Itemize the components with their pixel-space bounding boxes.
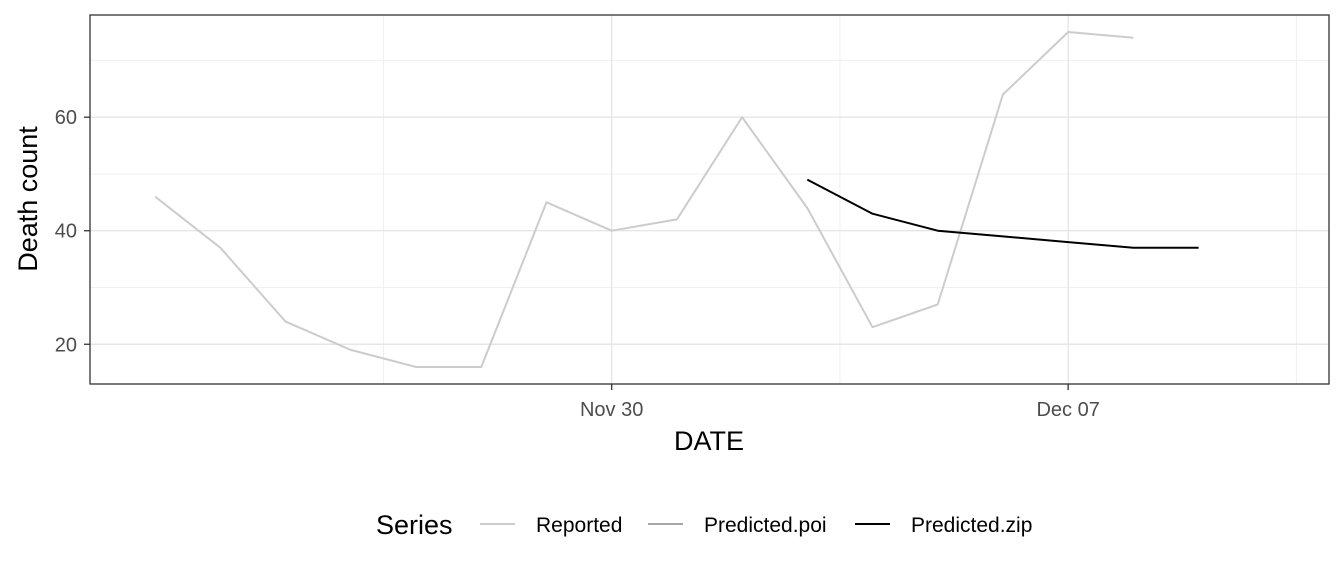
y-tick-label: 20 (55, 334, 77, 356)
plot-background (90, 15, 1329, 384)
plot-border (89, 14, 1330, 385)
legend: Series Reported Predicted.poi Predicted.zi… (376, 510, 1032, 540)
legend-item: Reported (480, 514, 622, 537)
y-tick-label: 40 (55, 221, 77, 243)
y-axis: 20 40 60 (55, 107, 90, 356)
legend-label: Predicted.poi (704, 514, 827, 537)
x-tick-label: Dec 07 (1036, 399, 1099, 421)
series-line-reported (154, 31, 1134, 368)
major-gridlines (90, 15, 1329, 384)
legend-label: Reported (536, 514, 622, 537)
legend-items: Reported Predicted.poi Predicted.zip (480, 514, 1032, 537)
legend-item: Predicted.zip (855, 514, 1032, 537)
y-axis-title: Death count (13, 126, 43, 272)
legend-label: Predicted.zip (911, 514, 1032, 537)
legend-item: Predicted.poi (648, 514, 827, 537)
minor-gridlines (90, 15, 1329, 384)
series-lines (154, 31, 1199, 368)
series-line-predicted-zip (806, 178, 1199, 249)
x-tick-label: Nov 30 (580, 399, 643, 421)
x-axis: Nov 30 Dec 07 (580, 384, 1100, 421)
legend-title: Series (376, 510, 453, 540)
y-tick-label: 60 (55, 107, 77, 129)
x-axis-title: DATE (674, 426, 744, 456)
